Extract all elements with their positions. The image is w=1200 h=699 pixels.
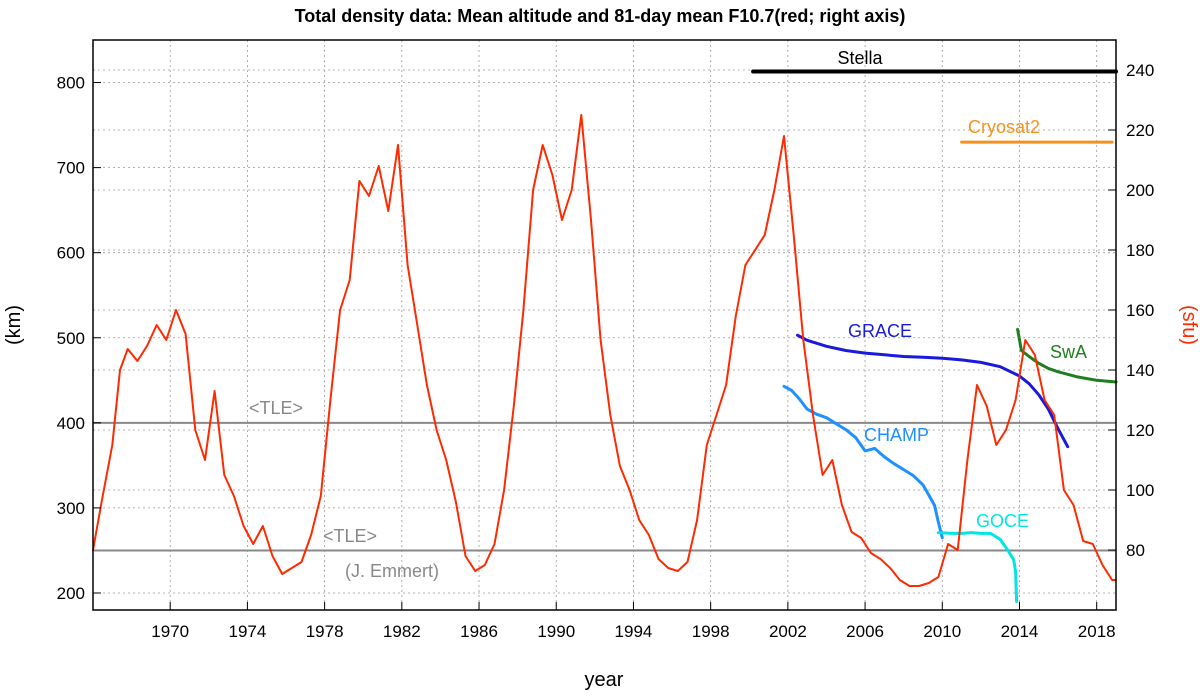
grid	[93, 40, 1116, 610]
x-tick-label: 1994	[615, 622, 653, 641]
x-tick-label: 1970	[151, 622, 189, 641]
x-tick-label: 1978	[306, 622, 344, 641]
cryosat2-label: Cryosat2	[968, 117, 1040, 137]
series-layer	[92, 69, 1118, 603]
swa-label: SwA	[1050, 342, 1087, 362]
y-left-tick-label: 800	[57, 74, 85, 93]
tle-emmert-sublabel: (J. Emmert)	[345, 561, 439, 581]
series-line-champ	[782, 384, 944, 540]
series-line-goce	[936, 531, 1019, 603]
tle-emmert-label: <TLE>	[323, 526, 377, 546]
y-left-tick-label: 700	[57, 159, 85, 178]
y-axis-right-label: (sfu)	[1178, 305, 1200, 345]
y-left-tick-label: 400	[57, 414, 85, 433]
y-right-tick-label: 220	[1126, 121, 1154, 140]
y-axis-left-label: (km)	[3, 305, 25, 345]
x-tick-label: 1982	[383, 622, 421, 641]
y-right-tick-label: 140	[1126, 361, 1154, 380]
y-right-tick-label: 160	[1126, 301, 1154, 320]
series-line-swa	[1016, 327, 1118, 384]
y-right-tick-label: 240	[1126, 61, 1154, 80]
x-tick-label: 2002	[769, 622, 807, 641]
plot-frame	[92, 39, 1117, 611]
series-line-f10-7	[92, 114, 1117, 587]
y-right-tick-label: 180	[1126, 241, 1154, 260]
y-right-tick-label: 200	[1126, 181, 1154, 200]
x-tick-label: 2014	[1001, 622, 1039, 641]
tle-label: <TLE>	[249, 398, 303, 418]
x-axis-label: year	[585, 669, 624, 691]
x-tick-label: 1990	[537, 622, 575, 641]
champ-label: CHAMP	[864, 425, 929, 445]
y-right-tick-label: 100	[1126, 481, 1154, 500]
x-axis: 1970 1974 1978 1982 1986 1990 1994 1998 2002 2006…	[151, 602, 1116, 641]
y-left-tick-label: 500	[57, 329, 85, 348]
series-labels: <TLE> <TLE> (J. Emmert) Stella Cryosat2 GRACE…	[249, 48, 1087, 581]
x-tick-label: 1998	[692, 622, 730, 641]
y-axis-left: 200 300 400 500 600 700 800	[57, 74, 101, 603]
y-axis-right: 80 100 120 140 160 180 200 220 240	[1108, 61, 1154, 560]
x-tick-label: 2010	[923, 622, 961, 641]
y-left-tick-label: 200	[57, 584, 85, 603]
x-tick-label: 1986	[460, 622, 498, 641]
x-tick-label: 1974	[229, 622, 267, 641]
y-left-tick-label: 600	[57, 244, 85, 263]
grace-label: GRACE	[848, 321, 912, 341]
y-left-tick-label: 300	[57, 499, 85, 518]
chart-title: Total density data: Mean altitude and 81…	[295, 6, 906, 26]
y-right-tick-label: 120	[1126, 421, 1154, 440]
x-tick-label: 2018	[1078, 622, 1116, 641]
y-right-tick-label: 80	[1126, 541, 1145, 560]
stella-label: Stella	[837, 48, 883, 68]
goce-label: GOCE	[976, 511, 1029, 531]
x-tick-label: 2006	[846, 622, 884, 641]
series-line-grace	[796, 333, 1070, 449]
